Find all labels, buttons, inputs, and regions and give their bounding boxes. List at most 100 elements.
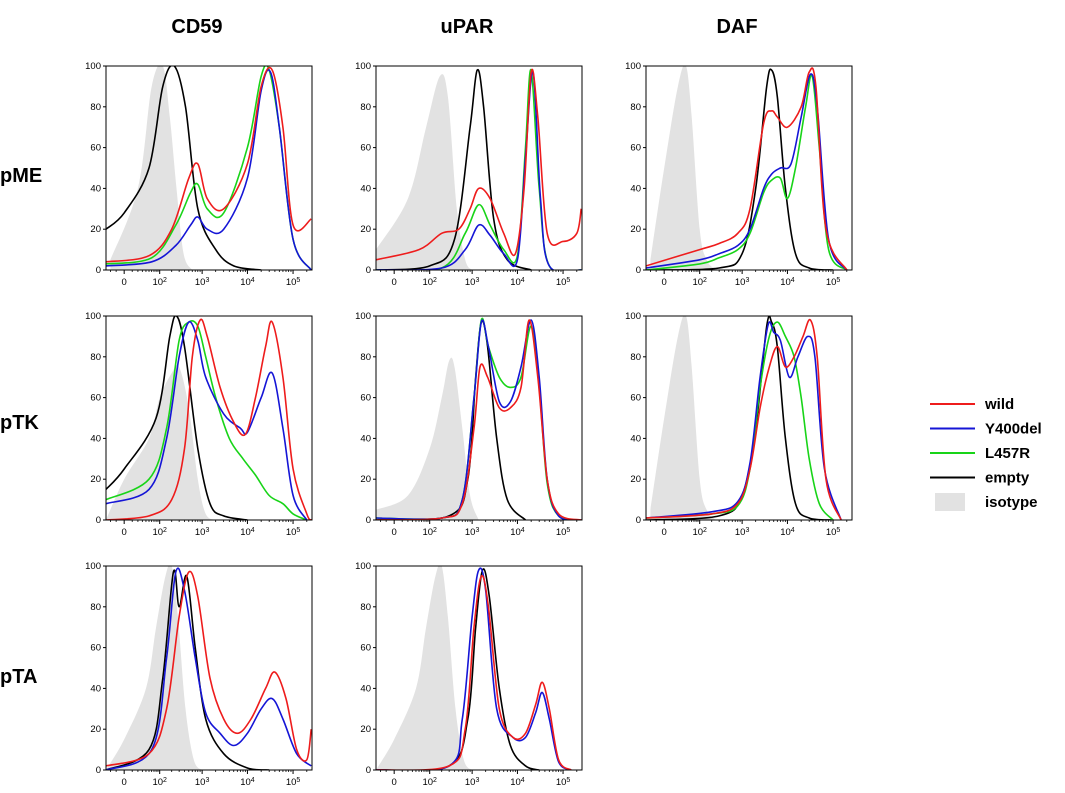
x-tick-label: 105 — [286, 277, 301, 289]
x-tick-label: 102 — [152, 527, 167, 539]
isotype-histogram — [650, 66, 716, 270]
series-line-empty — [106, 316, 248, 520]
y-tick-label: 60 — [630, 143, 641, 154]
y-tick-label: 100 — [355, 311, 371, 322]
y-tick-label: 20 — [360, 224, 371, 235]
y-tick-label: 80 — [360, 352, 371, 363]
x-tick-label: 104 — [510, 777, 525, 789]
legend-label: Y400del — [985, 421, 1042, 438]
y-tick-label: 100 — [85, 311, 101, 322]
series-line-wild — [376, 319, 582, 520]
x-tick-label: 102 — [692, 527, 707, 539]
x-tick-label: 105 — [556, 527, 571, 539]
x-tick-label: 104 — [510, 527, 525, 539]
x-tick-label: 104 — [240, 777, 255, 789]
row-title-pta: pTA — [0, 666, 37, 688]
series-line-l457r — [646, 321, 834, 520]
y-tick-label: 0 — [96, 515, 101, 526]
y-tick-label: 40 — [360, 183, 371, 194]
x-tick-label: 103 — [735, 277, 750, 289]
series-line-empty — [646, 68, 834, 270]
series-line-wild — [106, 318, 312, 520]
y-tick-label: 60 — [90, 643, 101, 654]
plot-frame — [375, 565, 583, 771]
y-tick-label: 20 — [90, 474, 101, 485]
x-tick-label: 102 — [422, 277, 437, 289]
y-tick-label: 100 — [625, 311, 641, 322]
legend-item-l457r: L457R — [930, 445, 1030, 462]
panel-cd59-ptk: 0 20 40 60 80 100 0 102 103 104 105 — [85, 311, 313, 539]
legend-label: empty — [985, 470, 1030, 487]
x-tick-label: 103 — [465, 777, 480, 789]
column-title-cd59: CD59 — [171, 16, 222, 38]
series-line-y400del — [376, 567, 572, 770]
y-tick-label: 60 — [360, 143, 371, 154]
column-title-daf: DAF — [716, 16, 757, 38]
y-tick-label: 80 — [360, 602, 371, 613]
y-tick-label: 20 — [360, 474, 371, 485]
y-tick-label: 100 — [625, 61, 641, 72]
x-tick-label: 105 — [286, 777, 301, 789]
y-tick-label: 60 — [360, 643, 371, 654]
legend-item-y400del: Y400del — [930, 421, 1042, 438]
y-tick-label: 40 — [90, 183, 101, 194]
x-tick-label: 105 — [556, 277, 571, 289]
x-tick-label: 0 — [392, 277, 397, 288]
row-title-pme: pME — [0, 165, 42, 187]
y-tick-label: 40 — [360, 683, 371, 694]
series-line-y400del — [106, 69, 312, 270]
x-tick-label: 104 — [240, 277, 255, 289]
x-tick-label: 102 — [152, 277, 167, 289]
plot-frame — [105, 315, 313, 521]
y-tick-label: 100 — [85, 561, 101, 572]
y-tick-label: 100 — [85, 61, 101, 72]
legend-label: isotype — [985, 494, 1038, 511]
series-line-wild — [106, 570, 312, 767]
y-tick-label: 80 — [90, 102, 101, 113]
y-tick-label: 20 — [90, 224, 101, 235]
y-tick-label: 0 — [636, 265, 641, 276]
x-tick-label: 102 — [422, 777, 437, 789]
legend-label: wild — [984, 396, 1014, 413]
y-tick-label: 0 — [636, 515, 641, 526]
series-line-empty — [376, 68, 532, 270]
legend-swatch-fill — [935, 493, 965, 511]
x-tick-label: 0 — [392, 527, 397, 538]
series-line-y400del — [106, 567, 312, 770]
legend-item-empty: empty — [930, 470, 1030, 487]
y-tick-label: 40 — [360, 433, 371, 444]
isotype-histogram — [106, 364, 216, 520]
series-line-y400del — [376, 319, 582, 520]
y-tick-label: 100 — [355, 561, 371, 572]
legend-item-isotype: isotype — [935, 493, 1038, 511]
series-line-l457r — [106, 320, 308, 520]
y-tick-label: 0 — [366, 515, 371, 526]
x-tick-label: 0 — [122, 277, 127, 288]
y-tick-label: 60 — [90, 143, 101, 154]
column-title-upar: uPAR — [441, 16, 495, 38]
plot-frame — [105, 65, 313, 271]
isotype-histogram — [376, 357, 479, 520]
series-line-y400del — [646, 321, 842, 520]
y-tick-label: 20 — [360, 724, 371, 735]
row-title-ptk: pTK — [0, 412, 39, 434]
x-tick-label: 0 — [122, 527, 127, 538]
panel-upar-ptk: 0 20 40 60 80 100 0 102 103 104 105 — [355, 311, 583, 539]
y-tick-label: 0 — [366, 765, 371, 776]
isotype-histogram — [110, 66, 193, 270]
x-tick-label: 0 — [662, 527, 667, 538]
x-tick-label: 105 — [286, 527, 301, 539]
plot-frame — [645, 315, 853, 521]
y-tick-label: 80 — [90, 602, 101, 613]
x-tick-label: 104 — [780, 527, 795, 539]
series-line-y400del — [376, 71, 582, 270]
isotype-histogram — [106, 566, 203, 770]
x-tick-label: 105 — [556, 777, 571, 789]
y-tick-label: 40 — [630, 433, 641, 444]
x-tick-label: 102 — [152, 777, 167, 789]
x-tick-label: 103 — [195, 527, 210, 539]
legend-item-wild: wild — [930, 396, 1014, 413]
panel-daf-ptk: 0 20 40 60 80 100 0 102 103 104 105 — [625, 311, 853, 539]
x-tick-label: 103 — [465, 277, 480, 289]
